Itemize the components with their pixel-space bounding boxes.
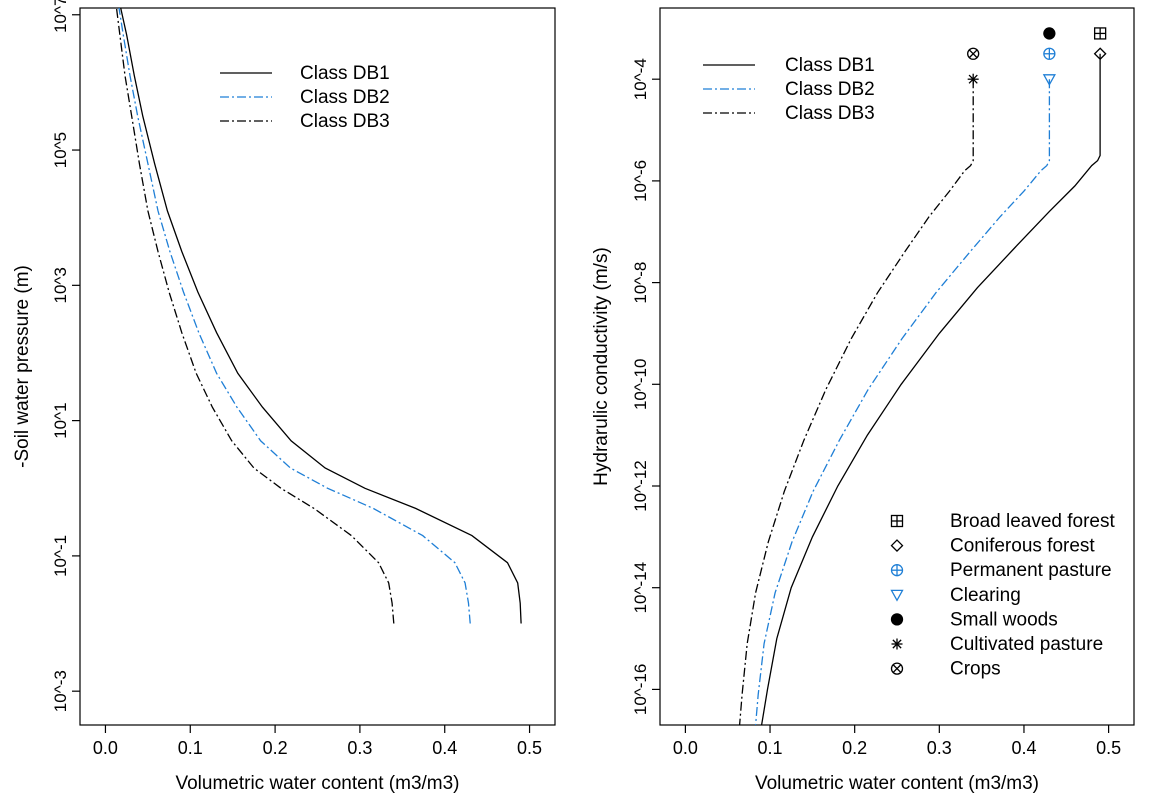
legend-marker-clearing <box>890 589 904 602</box>
legend-label-db2: Class DB2 <box>785 79 875 100</box>
y-tick-label: 10^-14 <box>631 562 650 613</box>
y-axis-title: -Soil water pressure (m) <box>12 265 33 468</box>
plot-frame <box>79 7 556 726</box>
legend-label-db2: Class DB2 <box>300 87 390 108</box>
y-tick-label: 10^7 <box>51 0 70 33</box>
x-tick-label: 0.1 <box>758 738 783 758</box>
y-tick-label: 10^-10 <box>631 359 650 410</box>
left-chart-panel: 0.0 0.1 0.2 0.3 0.4 0.5 Volumetric water conte… <box>12 0 556 794</box>
legend-label-db1: Class DB1 <box>300 63 390 84</box>
legend-label-permanent-pasture: Permanent pasture <box>950 560 1112 581</box>
series-line-db2 <box>118 7 471 624</box>
y-tick-label: 10^1 <box>51 402 70 438</box>
legend-label-cultivated-pasture: Cultivated pasture <box>950 634 1103 655</box>
x-tick-label: 0.5 <box>517 738 542 758</box>
right-chart-panel: 0.0 0.1 0.2 0.3 0.4 0.5 Volumetric water conte… <box>591 7 1135 794</box>
x-tick-label: 0.3 <box>927 738 952 758</box>
legend-label-crops: Crops <box>950 659 1001 680</box>
x-tick-label: 0.4 <box>1011 738 1036 758</box>
legend-marker-crops <box>890 662 904 675</box>
legend-label-db3: Class DB3 <box>785 103 875 124</box>
point-cultivated-pasture <box>967 73 979 85</box>
series-line-db3 <box>738 79 974 726</box>
plot-frame <box>659 7 1135 726</box>
y-tick-label: 10^-3 <box>51 670 70 712</box>
y-tick-label: 10^-4 <box>631 58 650 100</box>
point-broad-leaved-forest <box>1093 27 1107 40</box>
y-tick-label: 10^-16 <box>631 664 650 715</box>
series-line-db2 <box>754 79 1051 726</box>
x-tick-label: 0.2 <box>263 738 288 758</box>
point-coniferous-forest <box>1093 47 1107 61</box>
series-line-db1 <box>120 7 522 624</box>
point-small-woods <box>1043 27 1056 40</box>
y-tick-label: 10^-1 <box>51 535 70 577</box>
legend-label-db3: Class DB3 <box>300 111 390 132</box>
x-tick-label: 0.5 <box>1096 738 1121 758</box>
y-tick-label: 10^3 <box>51 267 70 303</box>
legend-label-clearing: Clearing <box>950 585 1021 606</box>
series-line-db1 <box>760 53 1101 726</box>
legend-marker-small-woods <box>890 613 904 626</box>
legend-marker-coniferous-forest <box>890 539 904 553</box>
legend-marker-cultivated-pasture <box>891 638 903 650</box>
point-crops <box>967 47 980 60</box>
y-tick-label: 10^5 <box>51 132 70 168</box>
series-line-db3 <box>115 7 395 624</box>
y-axis-title: Hydrarulic conductivity (m/s) <box>591 247 612 486</box>
x-axis-title: Volumetric water content (m3/m3) <box>175 773 459 794</box>
legend-label-broad-leaved-forest: Broad leaved forest <box>950 511 1115 532</box>
x-tick-label: 0.1 <box>178 738 203 758</box>
legend-marker-broad-leaved-forest <box>890 514 904 528</box>
point-permanent-pasture <box>1043 47 1056 60</box>
x-axis-title: Volumetric water content (m3/m3) <box>755 773 1039 794</box>
x-tick-label: 0.2 <box>842 738 867 758</box>
legend-label-db1: Class DB1 <box>785 55 875 76</box>
point-clearing <box>1042 74 1056 87</box>
y-tick-label: 10^-12 <box>631 460 650 511</box>
y-tick-label: 10^-8 <box>631 262 650 304</box>
x-tick-label: 0.3 <box>347 738 372 758</box>
x-tick-label: 0.4 <box>432 738 457 758</box>
y-tick-label: 10^-6 <box>631 160 650 202</box>
legend-label-coniferous-forest: Coniferous forest <box>950 536 1095 557</box>
legend-label-small-woods: Small woods <box>950 609 1058 630</box>
x-tick-label: 0.0 <box>673 738 698 758</box>
legend-marker-permanent-pasture <box>890 564 904 577</box>
x-tick-label: 0.0 <box>93 738 118 758</box>
